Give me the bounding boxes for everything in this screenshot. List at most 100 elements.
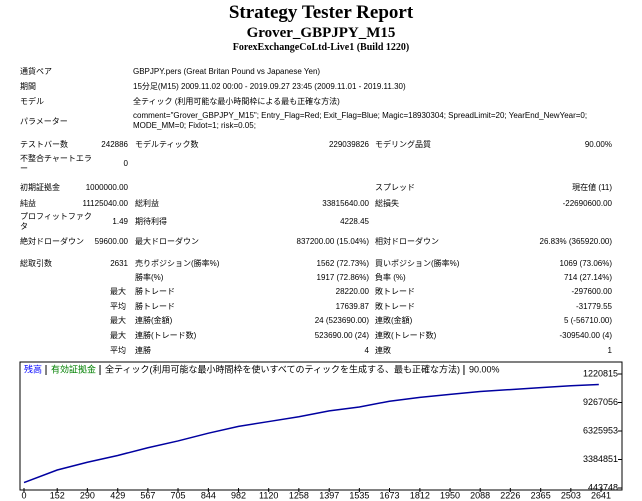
stat-label: プロフィットファクタ <box>20 212 92 231</box>
stat-label: 連敗(金額) <box>375 316 413 325</box>
x-tick-label: 1120 <box>259 490 278 500</box>
stat-label: 敗トレード <box>375 302 415 311</box>
stat-label: 連勝(トレード数) <box>135 331 197 340</box>
info-label: 通貨ペア <box>20 67 52 76</box>
stat-value: 1.49 <box>112 217 128 226</box>
stat-value: 1917 (72.86%) <box>316 273 369 282</box>
stat-label: 連勝 <box>135 346 151 355</box>
stat-value: 26.83% (365920.00) <box>539 237 613 246</box>
stat-label: モデルティック数 <box>135 140 199 149</box>
stat-value: 2631 <box>110 259 128 268</box>
stat-label: テストバー数 <box>20 140 68 149</box>
stat-value: 90.00% <box>584 140 612 149</box>
x-tick-label: 1950 <box>440 490 460 500</box>
stat-label: 初期証拠金 <box>20 183 60 192</box>
info-value: comment="Grover_GBPJPY_M15"; Entry_Flag=… <box>133 111 588 130</box>
y-tick-label: 1220815 <box>583 368 618 378</box>
x-tick-label: 1673 <box>379 490 399 500</box>
x-tick-label: 705 <box>171 490 186 500</box>
stat-value: 4 <box>364 346 369 355</box>
stat-value: -22690600.00 <box>562 199 612 208</box>
stat-value: 5 (-56710.00) <box>563 316 612 325</box>
stat-label: 総取引数 <box>20 259 52 268</box>
chart-frame <box>19 361 623 491</box>
x-tick-label: 290 <box>80 490 95 500</box>
stat-value: 1 <box>607 346 612 355</box>
x-tick-label: 1812 <box>410 490 430 500</box>
stat-value: 現在値 (11) <box>572 183 612 192</box>
stat-label: 連敗(トレード数) <box>375 331 437 340</box>
x-tick-label: 2641 <box>591 490 611 500</box>
stat-value: 59600.00 <box>94 237 128 246</box>
stat-label: 敗トレード <box>375 287 415 296</box>
y-tick-label: 443748 <box>588 482 618 492</box>
stat-label: 純益 <box>20 199 36 208</box>
stat-label: 売りポジション(勝率%) <box>135 259 220 268</box>
stat-value: 0 <box>123 159 128 168</box>
stat-value: 11125040.00 <box>82 199 128 208</box>
x-tick-label: 1535 <box>349 490 369 500</box>
x-tick-label: 152 <box>50 490 65 500</box>
x-tick-label: 2503 <box>561 490 581 500</box>
stat-value: 1000000.00 <box>85 183 128 192</box>
stat-value: 17639.87 <box>335 302 369 311</box>
stat-value: -31779.55 <box>575 302 612 311</box>
x-tick-label: 1397 <box>319 490 339 500</box>
row-prefix: 最大 <box>110 316 126 325</box>
info-label: 期間 <box>20 82 36 91</box>
stat-label: モデリング品質 <box>375 140 431 149</box>
legend-item: 全ティック(利用可能な最小時間枠を使いすべてのティックを生成する、最も正確な方法… <box>105 363 460 374</box>
x-tick-label: 844 <box>201 490 216 500</box>
info-label: モデル <box>20 97 44 106</box>
stat-value: 242886 <box>101 140 128 149</box>
y-tick-label: 3384851 <box>583 454 618 464</box>
x-tick-label: 1258 <box>289 490 309 500</box>
stat-value: 1562 (72.73%) <box>316 259 369 268</box>
stat-value: 33815640.00 <box>322 199 369 208</box>
info-label: パラメーター <box>20 117 68 126</box>
legend-item: 90.00% <box>469 364 500 374</box>
row-prefix: 最大 <box>110 331 126 340</box>
stat-label: 勝率(%) <box>135 273 164 282</box>
stat-value: 1069 (73.06%) <box>559 259 612 268</box>
row-prefix: 平均 <box>110 346 126 355</box>
stat-label: 連敗 <box>375 346 391 355</box>
x-tick-label: 2088 <box>470 490 490 500</box>
stat-value: 24 (523690.00) <box>314 316 369 325</box>
stat-label: 不整合チャートエラー <box>20 154 92 173</box>
stat-label: 総利益 <box>135 199 159 208</box>
stat-label: 最大ドローダウン <box>135 237 199 246</box>
x-tick-label: 2365 <box>531 490 551 500</box>
stat-label: 連勝(金額) <box>135 316 173 325</box>
report-title: Strategy Tester Report <box>228 2 414 23</box>
stat-value: 4228.45 <box>340 217 369 226</box>
x-tick-label: 2226 <box>500 490 520 500</box>
y-tick-label: 9267056 <box>583 397 618 407</box>
legend-item: 有効証拠金 <box>51 363 96 374</box>
server-build: ForexExchangeCoLtd-Live1 (Build 1220) <box>232 42 410 53</box>
row-prefix: 最大 <box>110 287 126 296</box>
stat-value: -297600.00 <box>571 287 612 296</box>
stat-label: 相対ドローダウン <box>375 237 439 246</box>
info-value: GBPJPY.pers (Great Britan Pound vs Japan… <box>133 67 321 76</box>
info-value: 全ティック (利用可能な最小時間枠による最も正確な方法) <box>133 97 340 106</box>
report-subtitle: Grover_GBPJPY_M15 <box>246 25 396 41</box>
y-tick-label: 6325953 <box>583 425 618 435</box>
balance-line <box>23 383 599 484</box>
stat-value: 523690.00 (24) <box>314 331 369 340</box>
legend-item: 残高 <box>24 363 42 374</box>
stat-value: -309540.00 (4) <box>559 331 612 340</box>
stat-label: 期待利得 <box>135 217 167 226</box>
stat-value: 229039826 <box>328 140 369 149</box>
info-value: 15分足(M15) 2009.11.02 00:00 - 2019.09.27 … <box>133 82 406 91</box>
stat-label: 勝トレード <box>135 287 175 296</box>
x-tick-label: 982 <box>231 490 246 500</box>
row-prefix: 平均 <box>110 302 126 311</box>
stat-label: 絶対ドローダウン <box>20 237 84 246</box>
x-tick-label: 567 <box>140 490 155 500</box>
x-tick-label: 0 <box>21 490 26 500</box>
x-tick-label: 429 <box>110 490 125 500</box>
stat-label: 負率 (%) <box>375 273 406 282</box>
